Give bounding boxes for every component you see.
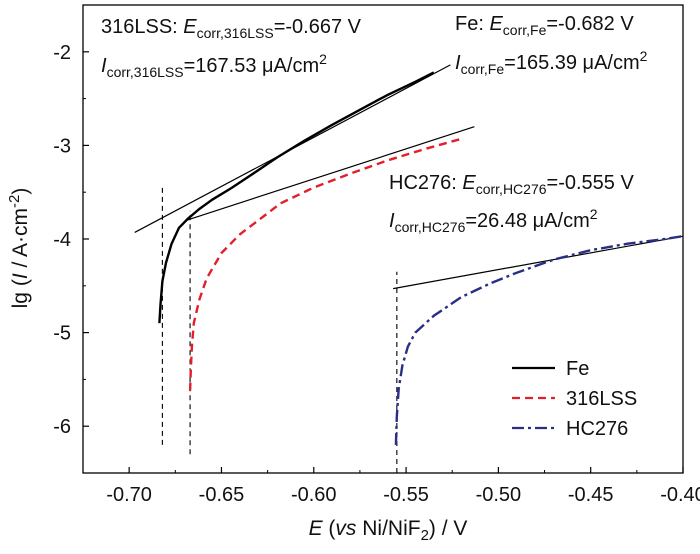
series-line-fe	[158, 71, 435, 324]
x-axis-title-ref: Ni/NiF	[356, 517, 420, 540]
axes-layer: -0.70 -0.65 -0.60 -0.55 -0.50 -0.45 -0.40 -6 -5 -…	[53, 4, 700, 506]
x-axis-title-open: (	[323, 517, 336, 540]
series-layer	[158, 71, 684, 445]
annotation-316lss-unit-superscript: 2	[319, 51, 327, 67]
annotation-fe-unit-superscript: 2	[640, 48, 648, 64]
y-axis-title-mid: / A·cm	[9, 208, 32, 273]
x-tick-label: -0.40	[660, 484, 700, 506]
annotation-316lss-ecorr: 316LSS: Ecorr,316LSS=-0.667 V	[101, 16, 362, 41]
annotation-fe-material-label: Fe:	[455, 13, 489, 35]
annotation-hc276-i-symbol: I	[389, 210, 395, 232]
x-tick-label: -0.50	[476, 484, 522, 506]
y-tick-label: -4	[53, 229, 71, 251]
x-tick-label: -0.45	[568, 484, 614, 506]
x-axis-title-close: ) / V	[429, 517, 468, 540]
annotation-hc276-icorr: Icorr,HC276=26.48 μA/cm2	[389, 206, 598, 235]
annotation-hc276-i-value: =26.48 μA/cm	[465, 210, 589, 232]
corrosion-potential-marker-layer	[161, 187, 398, 473]
x-tick-label: -0.65	[199, 484, 245, 506]
legend-label-hc276: HC276	[566, 418, 628, 440]
x-tick-label: -0.70	[106, 484, 152, 506]
legend-label-fe: Fe	[566, 358, 589, 380]
annotation-316lss-material-label: 316LSS:	[101, 16, 183, 38]
y-tick-label: -3	[53, 135, 71, 157]
annotation-316lss-i-subscript: corr,316LSS	[107, 64, 184, 80]
tafel-line-hc276	[393, 235, 684, 290]
x-tick-label: -0.60	[291, 484, 337, 506]
annotation-316lss-icorr: Icorr,316LSS=167.53 μA/cm2	[101, 51, 327, 80]
annotation-hc276-ecorr: HC276: Ecorr,HC276=-0.555 V	[389, 172, 634, 197]
x-axis-title-e: E	[309, 517, 324, 540]
annotation-fe-e-subscript: corr,Fe	[503, 22, 547, 38]
annotation-fe-i-subscript: corr,Fe	[461, 61, 505, 77]
y-axis-title-pre: lg (	[9, 279, 32, 308]
annotation-hc276-i-subscript: corr,HC276	[395, 219, 466, 235]
annotation-316lss-i-value: =167.53 μA/cm	[184, 55, 320, 77]
x-axis-title-subscript: 2	[421, 527, 429, 544]
x-axis-title: E (vs Ni/NiF2) / V	[309, 517, 468, 544]
annotation-316lss-i-symbol: I	[101, 55, 107, 77]
annotation-hc276-e-symbol: E	[462, 172, 476, 194]
y-tick-label: -5	[53, 323, 71, 345]
annotation-fe-e-value: =-0.682 V	[546, 13, 634, 35]
x-axis-title-vs: vs	[335, 517, 357, 540]
annotation-fe-icorr: Icorr,Fe=165.39 μA/cm2	[455, 48, 648, 77]
annotation-fe-ecorr: Fe: Ecorr,Fe=-0.682 V	[455, 13, 634, 38]
tafel-line-316lss	[186, 126, 475, 221]
y-axis-title-i: I	[9, 273, 32, 279]
annotation-316lss-e-value: =-0.667 V	[274, 16, 362, 38]
annotation-hc276-e-value: =-0.555 V	[547, 172, 635, 194]
series-line-316lss	[188, 137, 462, 391]
annotation-fe-e-symbol: E	[489, 13, 503, 35]
series-line-hc276	[394, 235, 684, 445]
annotation-fe-i-value: =165.39 μA/cm	[504, 52, 640, 74]
annotation-hc276-unit-superscript: 2	[590, 206, 598, 222]
y-axis-title-close: )	[9, 188, 32, 195]
annotation-316lss-e-subscript: corr,316LSS	[197, 25, 274, 41]
y-tick-label: -2	[53, 42, 71, 64]
annotation-hc276-e-subscript: corr,HC276	[476, 181, 547, 197]
annotation-316lss-e-symbol: E	[183, 16, 197, 38]
x-tick-label: -0.55	[383, 484, 429, 506]
legend-label-316lss: 316LSS	[566, 388, 637, 410]
y-axis-title: lg (I / A·cm-2)	[6, 188, 32, 309]
annotation-fe-i-symbol: I	[455, 52, 461, 74]
y-tick-label: -6	[53, 416, 71, 438]
legend: Fe 316LSS HC276	[512, 358, 637, 440]
y-axis-title-superscript: -2	[6, 195, 23, 208]
annotation-hc276-material-label: HC276:	[389, 172, 462, 194]
